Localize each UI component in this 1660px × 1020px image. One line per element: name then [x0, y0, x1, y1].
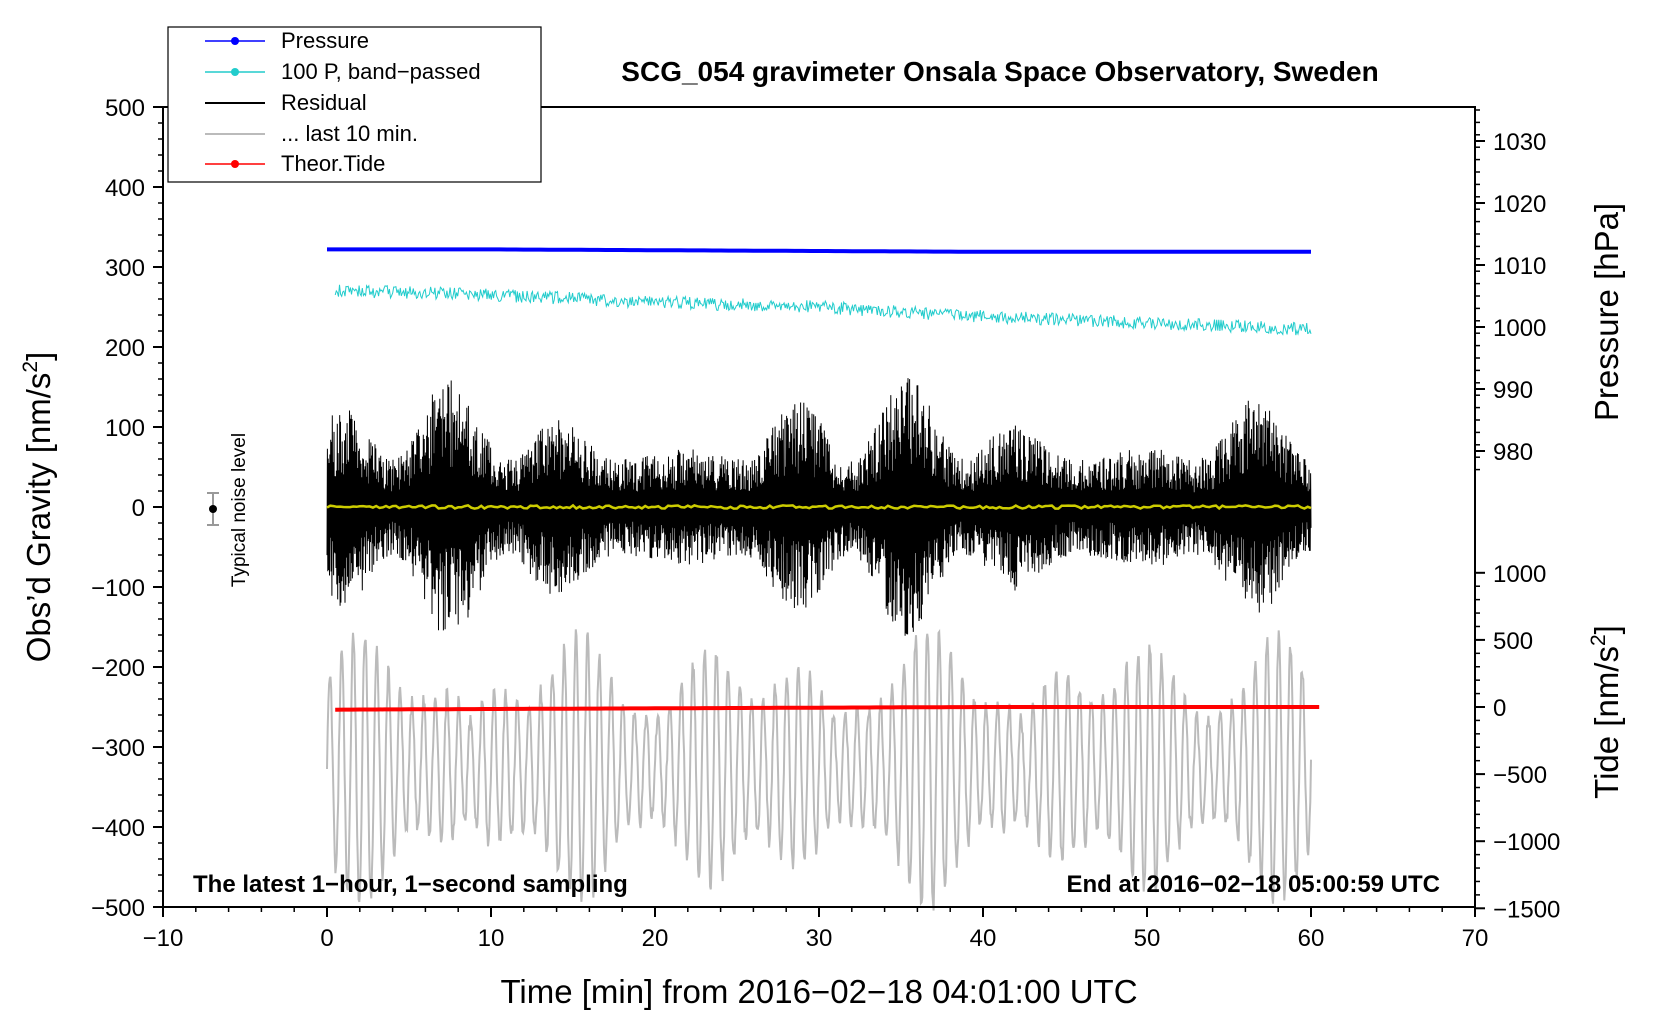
series-layer [326, 247, 1320, 911]
tide-tick-label: 0 [1493, 695, 1506, 722]
noise-level-label: Typical noise level [229, 433, 250, 587]
series-last-10-min [326, 628, 1312, 911]
y-tick-label-left: 500 [105, 95, 145, 122]
x-tick-label: 0 [320, 925, 333, 952]
tide-tick-label: −1000 [1493, 829, 1560, 856]
pressure-tick-label: 1010 [1493, 253, 1546, 280]
legend-label-theor-tide: Theor.Tide [281, 151, 385, 176]
x-tick-label: 40 [970, 925, 997, 952]
pressure-tick-label: 1020 [1493, 191, 1546, 218]
x-tick-label: −10 [143, 925, 184, 952]
tide-tick-label: 500 [1493, 628, 1533, 655]
y-tick-label-left: 0 [132, 495, 145, 522]
tide-tick-label: −1500 [1493, 896, 1560, 923]
y-tick-label-left: −200 [91, 655, 145, 682]
y-tick-label-left: −500 [91, 895, 145, 922]
legend-marker-band-passed [231, 68, 239, 76]
x-tick-label: 10 [478, 925, 505, 952]
x-axis-title: Time [min] from 2016−02−18 04:01:00 UTC [500, 973, 1137, 1010]
legend-marker-pressure [231, 37, 239, 45]
legend-label-residual: Residual [281, 90, 367, 115]
y-tick-label-left: 400 [105, 175, 145, 202]
series-residual [326, 378, 1312, 636]
annotation-end-time: End at 2016−02−18 05:00:59 UTC [1066, 871, 1440, 898]
legend-item-pressure: Pressure [205, 28, 369, 53]
legend: Pressure 100 P, band−passed Residual ...… [167, 26, 542, 183]
legend-box [167, 26, 542, 183]
y-tick-label-left: 300 [105, 255, 145, 282]
y-tick-label-left: −400 [91, 815, 145, 842]
x-tick-label: 60 [1298, 925, 1325, 952]
ticks-layer: −10 0 10 20 30 40 50 60 705004003002001000−100−2… [91, 95, 1560, 952]
series-pressure [327, 247, 1311, 254]
pressure-tick-label: 1000 [1493, 315, 1546, 342]
legend-label-pressure: Pressure [281, 28, 369, 53]
tide-tick-label: 1000 [1493, 561, 1546, 588]
series-band-passed [334, 284, 1312, 336]
legend-marker-theor-tide [231, 160, 239, 168]
chart-title: SCG_054 gravimeter Onsala Space Observat… [621, 56, 1378, 87]
pressure-tick-label: 990 [1493, 377, 1533, 404]
series-smoothed-residual [326, 503, 1312, 511]
y-axis-title-left: Obs’d Gravity [nm/s2] [19, 352, 57, 663]
pressure-tick-label: 980 [1493, 439, 1533, 466]
x-tick-label: 70 [1462, 925, 1489, 952]
series-theor-tide [335, 705, 1320, 712]
noise-point [209, 505, 217, 513]
y-tick-label-left: −100 [91, 575, 145, 602]
legend-item-last-10-min: ... last 10 min. [205, 121, 418, 146]
y-tick-label-left: 200 [105, 335, 145, 362]
y-axis-title-left-sup: 2 [19, 361, 42, 373]
y-axis-title-tide: Tide [nm/s2] [1587, 625, 1625, 799]
tide-tick-label: −500 [1493, 762, 1547, 789]
y-axis-title-tide-sup: 2 [1587, 634, 1610, 646]
y-axis-title-pressure: Pressure [hPa] [1588, 203, 1625, 421]
pressure-tick-label: 1030 [1493, 129, 1546, 156]
legend-label-band-passed: 100 P, band−passed [281, 59, 481, 84]
legend-label-last-10-min: ... last 10 min. [281, 121, 418, 146]
y-tick-label-left: −300 [91, 735, 145, 762]
x-tick-label: 30 [806, 925, 833, 952]
y-tick-label-left: 100 [105, 415, 145, 442]
noise-level-marker: Typical noise level [207, 433, 250, 587]
legend-item-residual: Residual [205, 90, 367, 115]
legend-item-band-passed: 100 P, band−passed [205, 59, 481, 84]
x-tick-label: 20 [642, 925, 669, 952]
legend-item-theor-tide: Theor.Tide [205, 151, 385, 176]
x-tick-label: 50 [1134, 925, 1161, 952]
annotation-sampling: The latest 1−hour, 1−second sampling [193, 871, 628, 898]
